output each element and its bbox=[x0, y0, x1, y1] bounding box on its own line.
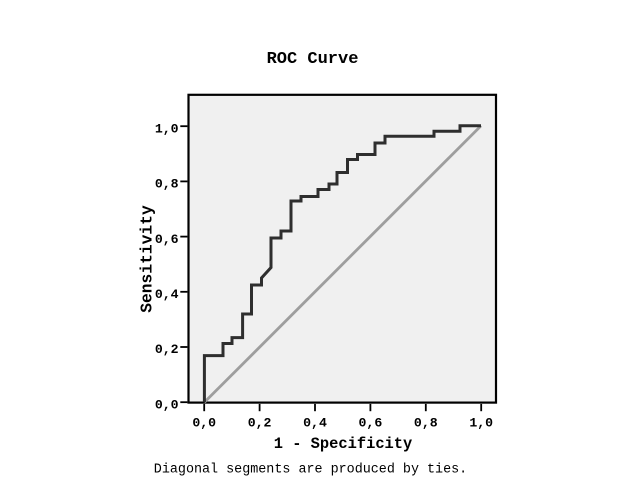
svg-text:Sensitivity: Sensitivity bbox=[138, 205, 157, 313]
svg-text:0,0: 0,0 bbox=[192, 416, 216, 431]
svg-text:0,8: 0,8 bbox=[155, 177, 179, 192]
svg-text:0,2: 0,2 bbox=[155, 342, 179, 357]
svg-text:0,0: 0,0 bbox=[155, 397, 179, 412]
svg-text:Diagonal segments are produced: Diagonal segments are produced by ties. bbox=[154, 463, 467, 478]
svg-text:1 - Specificity: 1 - Specificity bbox=[274, 435, 413, 453]
svg-text:0,4: 0,4 bbox=[303, 416, 327, 431]
svg-text:0,4: 0,4 bbox=[155, 287, 179, 302]
svg-text:ROC Curve: ROC Curve bbox=[267, 50, 359, 69]
svg-text:1,0: 1,0 bbox=[469, 416, 493, 431]
svg-text:0,8: 0,8 bbox=[414, 416, 438, 431]
svg-text:0,2: 0,2 bbox=[248, 416, 272, 431]
svg-text:0,6: 0,6 bbox=[359, 416, 383, 431]
svg-text:1,0: 1,0 bbox=[155, 121, 179, 136]
svg-text:0,6: 0,6 bbox=[155, 232, 179, 247]
